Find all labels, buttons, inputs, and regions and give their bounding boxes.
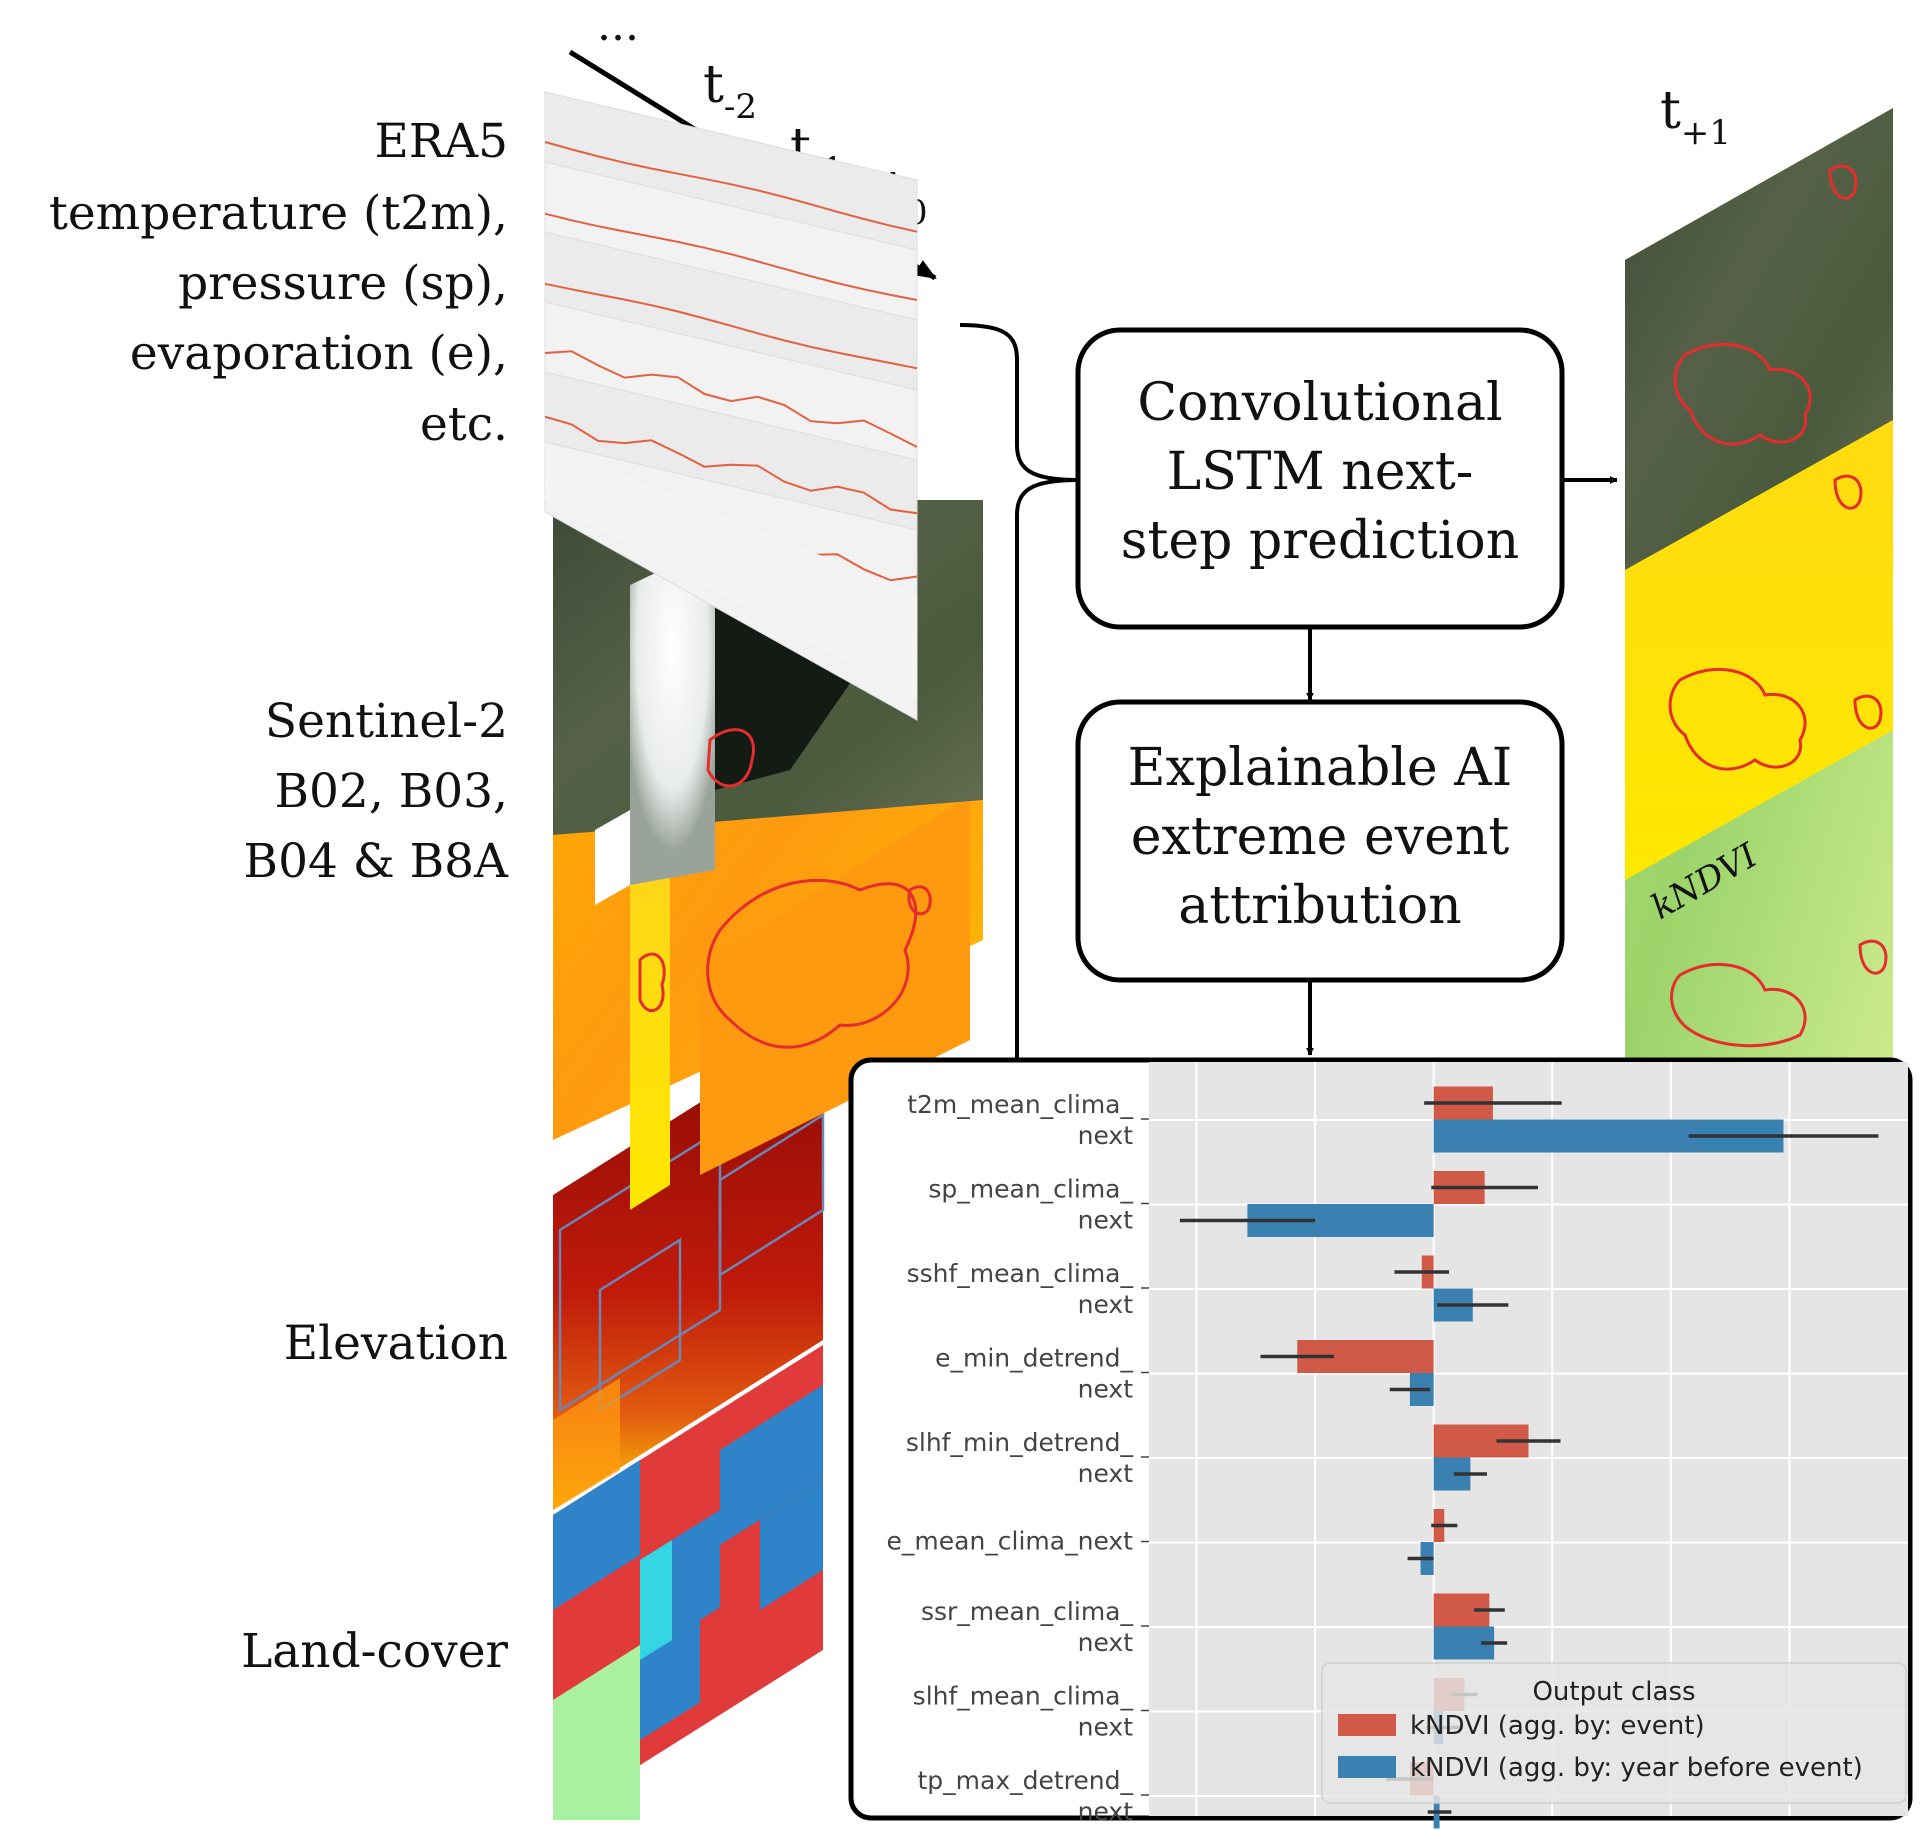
y-tick-label: next bbox=[1078, 1206, 1134, 1235]
legend-entry: kNDVI (agg. by: event) bbox=[1410, 1711, 1705, 1741]
y-tick-label: slhf_min_detrend_ bbox=[906, 1428, 1134, 1457]
xai-box-line: attribution bbox=[1178, 876, 1461, 936]
attribution-chart: t2m_mean_clima_nextsp_mean_clima_nextssh… bbox=[848, 1057, 1913, 1829]
y-tick-label: next bbox=[1078, 1459, 1134, 1488]
xai-box: Explainable AI extreme event attribution bbox=[1075, 699, 1565, 983]
era5-label-line: etc. bbox=[420, 397, 508, 452]
y-tick-label: next bbox=[1078, 1628, 1134, 1657]
legend-box bbox=[1321, 1662, 1907, 1804]
sentinel-label-line: B02, B03, bbox=[274, 764, 508, 819]
era5-label: ERA5 temperature (t2m), pressure (sp), e… bbox=[49, 114, 508, 452]
era5-series-line bbox=[544, 350, 918, 448]
sentinel-label-line: B04 & B8A bbox=[244, 834, 510, 889]
era5-label-line: temperature (t2m), bbox=[49, 186, 508, 241]
input-brace bbox=[959, 323, 1079, 1060]
connectors bbox=[959, 323, 1618, 1060]
model-box-line: step prediction bbox=[1121, 511, 1519, 571]
era5-label-line: pressure (sp), bbox=[178, 256, 508, 311]
y-tick-label: e_min_detrend_ bbox=[935, 1344, 1133, 1373]
legend-entry: kNDVI (agg. by: year before event) bbox=[1410, 1753, 1863, 1783]
y-tick-label: next bbox=[1078, 1121, 1134, 1150]
era5-lineplot-stack bbox=[544, 91, 918, 721]
chart-tick-labels: t2m_mean_clima_nextsp_mean_clima_nextssh… bbox=[887, 1090, 1149, 1826]
era5-panel bbox=[545, 442, 917, 700]
y-tick-label: slhf_mean_clima_ bbox=[913, 1682, 1134, 1711]
landcover-layer bbox=[553, 1345, 823, 1820]
fire-contours bbox=[638, 728, 932, 1049]
chart-bars bbox=[1179, 1086, 1879, 1829]
y-tick-label: e_mean_clima_next bbox=[887, 1527, 1134, 1556]
sentinel-label-line: Sentinel-2 bbox=[265, 694, 508, 749]
output-fire-contours bbox=[1668, 164, 1888, 1048]
chart-legend: Output class kNDVI (agg. by: event) kNDVI … bbox=[1321, 1662, 1907, 1804]
xai-box-line: extreme event bbox=[1131, 807, 1510, 867]
xai-box-line: Explainable AI bbox=[1128, 738, 1513, 798]
y-tick-label: next bbox=[1078, 1290, 1134, 1319]
y-tick-label: next bbox=[1078, 1375, 1134, 1404]
landcover-label: Land-cover bbox=[241, 1624, 508, 1679]
era5-label-line: evaporation (e), bbox=[130, 326, 508, 381]
input-layer-stack bbox=[544, 91, 983, 1820]
era5-series-line bbox=[544, 212, 918, 301]
y-tick-label: sp_mean_clima_ bbox=[928, 1175, 1133, 1204]
output-rgb-layer bbox=[1625, 108, 1893, 570]
era5-series-line bbox=[544, 282, 918, 370]
model-box: Convolutional LSTM next- step prediction bbox=[1075, 327, 1565, 630]
model-box-line: LSTM next- bbox=[1167, 442, 1474, 502]
y-tick-label: ssr_mean_clima_ bbox=[921, 1597, 1134, 1626]
legend-swatch bbox=[1338, 1756, 1396, 1778]
model-box-line: Convolutional bbox=[1137, 373, 1502, 433]
y-tick-label: tp_max_detrend_ bbox=[917, 1766, 1133, 1795]
time-step-label: t-2 bbox=[703, 55, 757, 127]
era5-series-line bbox=[544, 415, 918, 515]
elevation-label: Elevation bbox=[284, 1316, 508, 1371]
output-time-label: t+1 bbox=[1660, 81, 1731, 153]
era5-series-line bbox=[544, 141, 918, 233]
sentinel-label: Sentinel-2 B02, B03, B04 & B8A bbox=[244, 694, 510, 889]
y-tick-label: next bbox=[1078, 1797, 1134, 1826]
y-tick-label: sshf_mean_clima_ bbox=[907, 1259, 1134, 1288]
output-layer-stack: kNDVI bbox=[1625, 108, 1893, 1060]
time-ellipsis: ... bbox=[597, 0, 639, 51]
y-tick-label: t2m_mean_clima_ bbox=[907, 1090, 1133, 1119]
legend-title: Output class bbox=[1532, 1677, 1695, 1707]
y-tick-label: next bbox=[1078, 1713, 1134, 1742]
era5-label-line: ERA5 bbox=[374, 114, 508, 169]
legend-swatch bbox=[1338, 1714, 1396, 1736]
